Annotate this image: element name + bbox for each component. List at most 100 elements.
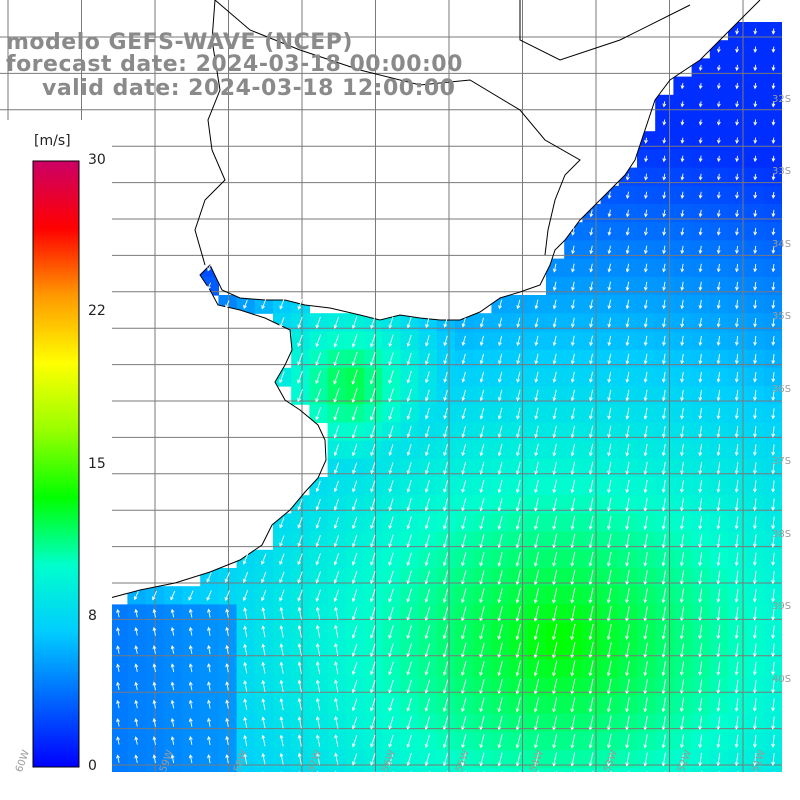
wind-arrow [497, 425, 503, 438]
wind-arrow [679, 498, 684, 512]
wind-arrow [698, 353, 703, 365]
wind-arrow [497, 624, 503, 640]
wind-arrow [607, 299, 612, 310]
wind-arrow [698, 389, 703, 402]
wind-arrow [662, 173, 667, 181]
wind-arrow [351, 387, 358, 403]
wind-arrow [406, 716, 412, 730]
wind-arrow [497, 734, 503, 749]
wind-arrow [680, 191, 685, 200]
lat-label-36s: 36S [772, 384, 792, 395]
wind-arrow [698, 443, 703, 457]
wind-arrow [443, 389, 448, 402]
wind-arrow [698, 64, 703, 72]
wind-arrow [789, 282, 794, 291]
wind-arrow [497, 389, 503, 402]
wind-arrow [443, 371, 448, 383]
wind-arrow [789, 480, 794, 493]
wind-arrow [734, 606, 739, 621]
wind-arrow [351, 425, 358, 439]
wind-arrow [188, 717, 193, 727]
wind-arrow [334, 734, 339, 747]
wind-arrow [661, 697, 666, 713]
wind-arrow [442, 642, 449, 658]
wind-arrow [188, 608, 193, 618]
wind-arrow [662, 281, 666, 291]
wind-arrow [170, 772, 175, 782]
wind-arrow [771, 281, 776, 291]
wind-arrow [461, 588, 467, 604]
wind-arrow [170, 699, 175, 709]
wind-arrow [735, 82, 739, 90]
wind-arrow [297, 571, 303, 584]
wind-arrow [479, 697, 485, 713]
wind-arrow [789, 173, 794, 181]
wind-arrow [225, 754, 230, 764]
wind-arrow [297, 589, 303, 602]
colorbar-tick-22: 22 [88, 303, 106, 319]
wind-arrow [625, 299, 630, 310]
wind-arrow [533, 569, 540, 586]
wind-arrow [698, 425, 703, 438]
wind-arrow [461, 734, 467, 749]
wind-arrow [752, 498, 757, 512]
wind-arrow [680, 317, 685, 328]
wind-arrow [334, 606, 339, 620]
wind-arrow [625, 606, 630, 622]
wind-arrow [406, 316, 412, 329]
wind-arrow [261, 661, 266, 674]
wind-arrow [461, 697, 467, 713]
wind-arrow [661, 371, 666, 383]
wind-arrow [570, 715, 576, 731]
wind-arrow [716, 606, 721, 622]
wind-arrow [170, 717, 175, 727]
wind-arrow [279, 589, 285, 602]
wind-arrow [571, 227, 575, 236]
wind-arrow [552, 515, 558, 531]
wind-arrow [207, 754, 211, 764]
wind-arrow [206, 590, 212, 601]
wind-arrow [279, 371, 285, 384]
wind-arrow [607, 245, 612, 255]
wind-arrow [570, 551, 576, 567]
wind-arrow [552, 715, 558, 731]
wind-arrow [570, 660, 576, 677]
wind-arrow [698, 101, 703, 108]
wind-arrow [716, 552, 721, 567]
wind-arrow [552, 479, 557, 494]
wind-arrow [789, 426, 794, 438]
wind-arrow [315, 642, 321, 656]
wind-arrow [279, 571, 285, 584]
wind-arrow [734, 588, 739, 603]
wind-arrow [243, 716, 248, 728]
wind-arrow [442, 716, 449, 731]
wind-arrow [753, 335, 757, 346]
wind-arrow [716, 643, 721, 658]
wind-arrow [442, 734, 449, 749]
wind-arrow [388, 444, 394, 456]
wind-arrow [734, 570, 739, 585]
wind-arrow [552, 587, 558, 604]
wind-arrow [406, 625, 412, 640]
wind-arrow [588, 605, 594, 622]
wind-arrow [698, 752, 703, 767]
wind-arrow [424, 480, 430, 493]
wind-arrow [61, 772, 66, 781]
wind-arrow [589, 317, 593, 328]
wind-arrow [388, 606, 394, 621]
wind-arrow [152, 736, 157, 745]
wind-arrow [662, 101, 667, 108]
wind-arrow [752, 753, 757, 767]
wind-arrow [753, 281, 758, 291]
wind-arrow [533, 642, 540, 659]
wind-arrow [625, 624, 630, 641]
wind-arrow [588, 533, 594, 549]
wind-arrow [752, 771, 757, 785]
wind-arrow [625, 281, 630, 292]
wind-arrow [753, 28, 758, 35]
wind-arrow [753, 263, 758, 273]
wind-arrow [607, 317, 612, 328]
wind-arrow [680, 443, 684, 457]
wind-arrow [297, 517, 303, 529]
wind-arrow [388, 552, 394, 566]
